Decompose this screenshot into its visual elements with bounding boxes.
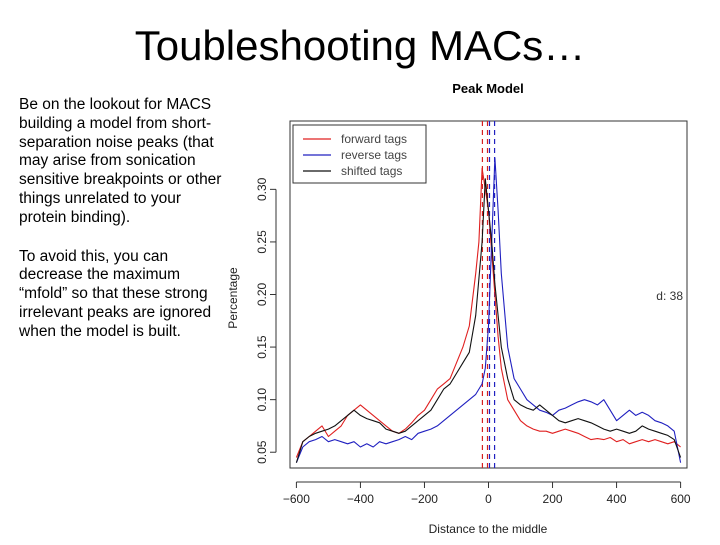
x-tick-label: −200: [411, 492, 438, 506]
legend-label: shifted tags: [341, 164, 402, 178]
y-axis-label: Percentage: [226, 267, 240, 329]
series-reverse-tags-line: [295, 157, 682, 463]
slide-title: Toubleshooting MACs…: [134, 22, 586, 69]
y-tick-label: 0.05: [255, 440, 269, 464]
x-axis-label: Distance to the middle: [429, 522, 548, 536]
legend-label: reverse tags: [341, 148, 407, 162]
paragraph-mfold-advice: To avoid this, you can decrease the maxi…: [19, 247, 212, 340]
paragraph-mfold-warning: Be on the lookout for MACS building a mo…: [19, 96, 222, 226]
legend-label: forward tags: [341, 132, 407, 146]
chart-svg: Peak Model Percentage Distance to the mi…: [226, 81, 691, 536]
body-text: Be on the lookout for MACS building a mo…: [19, 96, 224, 362]
series-shifted-tags-line: [295, 178, 682, 463]
y-tick-label: 0.20: [255, 282, 269, 306]
legend-box: [292, 124, 427, 184]
y-tick-label: 0.30: [255, 177, 269, 201]
x-tick-label: 600: [671, 492, 691, 506]
x-tick-label: −400: [347, 492, 374, 506]
x-tick-label: −600: [283, 492, 310, 506]
y-tick-label: 0.10: [255, 388, 269, 412]
y-tick-label: 0.15: [255, 335, 269, 359]
y-tick-label: 0.25: [255, 230, 269, 254]
plot-layer: −600 −400 −200 0 200 400 600 0.05 0.10 0.15 0.20 0.…: [255, 120, 691, 506]
d-annotation: d: 38: [656, 289, 683, 303]
x-tick-label: 200: [543, 492, 563, 506]
chart-title: Peak Model: [452, 81, 524, 96]
x-tick-label: 0: [485, 492, 492, 506]
peak-model-chart: Peak Model Percentage Distance to the mi…: [218, 68, 720, 540]
plot-frame: [289, 120, 688, 469]
x-tick-label: 400: [607, 492, 627, 506]
